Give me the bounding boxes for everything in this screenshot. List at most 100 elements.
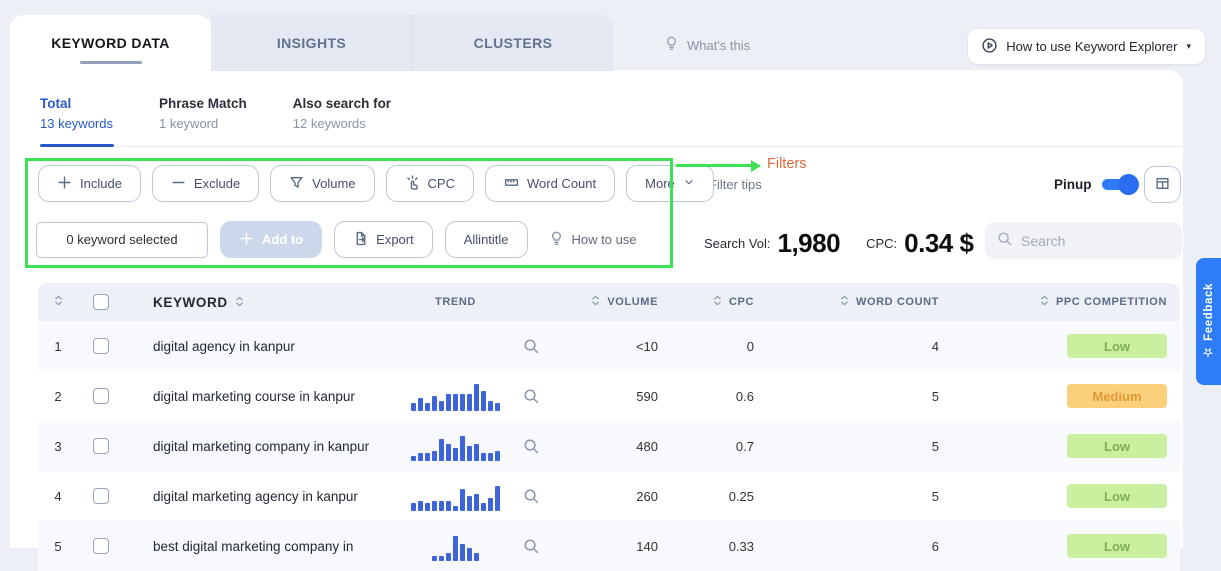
row-checkbox[interactable] bbox=[92, 438, 109, 454]
word-count-cell: 5 bbox=[931, 488, 939, 504]
feedback-tab[interactable]: ☆ Feedback bbox=[1196, 258, 1221, 385]
column-header-trend: TREND bbox=[435, 296, 476, 308]
keyword-cell: digital marketing agency in kanpur bbox=[153, 488, 358, 504]
column-header-word-count[interactable]: WORD COUNT bbox=[768, 295, 953, 309]
filter-button-include[interactable]: Include bbox=[38, 165, 141, 202]
export-icon bbox=[353, 231, 368, 249]
subtab-label: Phrase Match bbox=[158, 96, 247, 111]
keyword-zoom-icon[interactable] bbox=[513, 538, 548, 554]
row-checkbox[interactable] bbox=[92, 338, 109, 354]
keyword-zoom-icon[interactable] bbox=[513, 338, 548, 354]
how-to-use-explorer-button[interactable]: How to use Keyword Explorer ▾ bbox=[968, 29, 1205, 64]
filter-button-label: Include bbox=[80, 176, 122, 191]
subtab-divider bbox=[40, 146, 1183, 147]
volume-cell: 480 bbox=[636, 438, 658, 454]
column-header-index[interactable] bbox=[38, 295, 78, 309]
export-label: Export bbox=[376, 232, 414, 247]
keyword-zoom-icon[interactable] bbox=[513, 388, 548, 404]
volume-cell: 590 bbox=[636, 388, 658, 404]
cpc-cell: 0.33 bbox=[728, 538, 754, 554]
filter-button-word-count[interactable]: Word Count bbox=[485, 165, 616, 202]
keyword-zoom-icon[interactable] bbox=[513, 488, 548, 504]
subtab-count: 13 keywords bbox=[40, 116, 113, 131]
filter-button-label: Exclude bbox=[193, 176, 241, 191]
sort-icon bbox=[712, 295, 723, 309]
keyword-cell: digital agency in kanpur bbox=[153, 338, 295, 354]
feedback-label: ☆ Feedback bbox=[1202, 283, 1215, 360]
chevron-down-icon: ▾ bbox=[1186, 41, 1191, 51]
table-layout-icon bbox=[1155, 176, 1170, 194]
filter-button-label: Volume bbox=[312, 176, 356, 191]
trend-sparkline bbox=[398, 431, 513, 461]
ppc-competition-badge: Medium bbox=[1067, 384, 1167, 408]
row-checkbox[interactable] bbox=[92, 388, 109, 404]
ppc-competition-badge: Low bbox=[1067, 534, 1167, 558]
pinup-toggle[interactable] bbox=[1102, 174, 1139, 195]
trend-sparkline bbox=[398, 531, 513, 561]
keyword-table: KEYWORD TREND VOLUME CPC WORD COUNT PPC COMPE… bbox=[38, 283, 1180, 571]
sort-icon bbox=[1039, 295, 1050, 309]
whats-this-label: What's this bbox=[687, 37, 751, 53]
column-header-cpc[interactable]: CPC bbox=[668, 295, 768, 309]
filters-annotation-label: Filters bbox=[767, 156, 807, 172]
sort-icon bbox=[590, 295, 601, 309]
trend-sparkline bbox=[398, 481, 513, 511]
tab-keyword-data[interactable]: KEYWORD DATA bbox=[10, 15, 211, 71]
subtab-label: Also search for bbox=[292, 96, 392, 111]
column-header-volume[interactable]: VOLUME bbox=[548, 295, 668, 309]
row-checkbox-cell bbox=[78, 438, 123, 454]
filter-button-exclude[interactable]: Exclude bbox=[151, 165, 260, 202]
cpc-cell: 0.6 bbox=[735, 388, 754, 404]
word-count-cell: 5 bbox=[931, 438, 939, 454]
word-count-cell: 6 bbox=[931, 538, 939, 554]
search-input[interactable] bbox=[1021, 232, 1161, 249]
how-to-use-link[interactable]: How to use bbox=[549, 231, 637, 249]
sort-icon bbox=[839, 295, 850, 309]
lightbulb-icon bbox=[664, 36, 679, 54]
volume-cell: 260 bbox=[636, 488, 658, 504]
cpc-value: 0.34 $ bbox=[904, 227, 974, 258]
export-button[interactable]: Export bbox=[334, 221, 433, 258]
subtab-count: 1 keyword bbox=[158, 116, 219, 131]
table-layout-button[interactable] bbox=[1144, 166, 1181, 203]
word-count-cell: 4 bbox=[931, 338, 939, 354]
tab-label: KEYWORD DATA bbox=[51, 35, 170, 51]
filter-button-more[interactable]: More bbox=[626, 165, 714, 202]
keyword-zoom-icon[interactable] bbox=[513, 438, 548, 454]
tab-clusters[interactable]: CLUSTERS bbox=[412, 15, 613, 71]
allintitle-button[interactable]: Allintitle bbox=[444, 221, 528, 258]
keyword-cell: best digital marketing company in bbox=[153, 538, 354, 554]
filter-buttons-row: Include Exclude Volume CPC Word Count More bbox=[38, 165, 714, 202]
subtab-total[interactable]: Total 13 keywords bbox=[40, 96, 113, 131]
row-number: 4 bbox=[54, 488, 62, 504]
keyword-cell: digital marketing company in kanpur bbox=[153, 438, 370, 454]
actions-row: 0 keyword selected Add to Export Allinti… bbox=[36, 221, 637, 258]
minus-icon bbox=[171, 175, 186, 193]
top-tab-bar: KEYWORD DATA INSIGHTS CLUSTERS bbox=[10, 15, 613, 71]
row-checkbox[interactable] bbox=[92, 538, 109, 554]
trend-sparkline bbox=[398, 331, 513, 361]
table-row: 1 digital agency in kanpur <10 0 4 Low bbox=[38, 321, 1180, 371]
ppc-cell: Low bbox=[953, 484, 1180, 508]
ppc-competition-badge: Low bbox=[1067, 484, 1167, 508]
column-header-ppc-competition[interactable]: PPC COMPETITION bbox=[953, 295, 1180, 309]
selected-keywords-box: 0 keyword selected bbox=[36, 221, 208, 258]
filter-button-volume[interactable]: Volume bbox=[270, 165, 375, 202]
filter-button-cpc[interactable]: CPC bbox=[385, 165, 474, 202]
select-all-checkbox[interactable] bbox=[92, 294, 109, 310]
subtab-phrase-match[interactable]: Phrase Match 1 keyword bbox=[159, 96, 247, 131]
row-checkbox[interactable] bbox=[92, 488, 109, 504]
ppc-competition-badge: Low bbox=[1067, 334, 1167, 358]
filter-button-label: More bbox=[645, 176, 675, 191]
table-row: 4 digital marketing agency in kanpur 260 0.… bbox=[38, 471, 1180, 521]
whats-this-link[interactable]: What's this bbox=[664, 36, 750, 54]
volume-cell: 140 bbox=[636, 538, 658, 554]
keyword-search-box bbox=[985, 222, 1182, 259]
column-header-keyword[interactable]: KEYWORD bbox=[123, 295, 398, 310]
tab-insights[interactable]: INSIGHTS bbox=[211, 15, 412, 71]
filters-annotation-arrow bbox=[676, 159, 761, 172]
add-to-button[interactable]: Add to bbox=[220, 221, 323, 258]
row-checkbox-cell bbox=[78, 488, 123, 504]
subtab-also-search-for[interactable]: Also search for 12 keywords bbox=[293, 96, 391, 131]
filter-icon bbox=[289, 175, 304, 193]
